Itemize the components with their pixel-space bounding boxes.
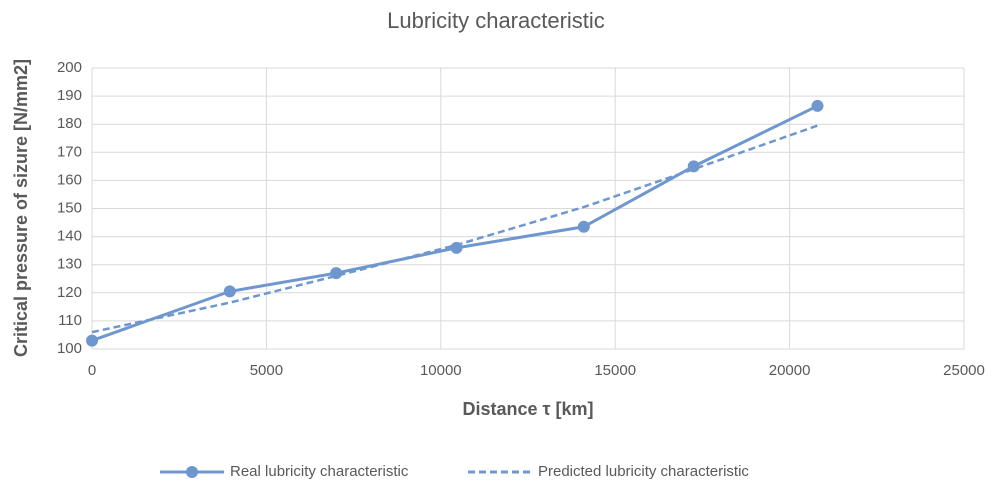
x-tick-label: 0: [88, 362, 96, 379]
y-tick-label: 190: [57, 87, 82, 104]
legend-label: Predicted lubricity characteristic: [538, 463, 749, 480]
y-tick-label: 150: [57, 199, 82, 216]
x-tick-label: 10000: [420, 362, 462, 379]
point: [577, 220, 590, 233]
y-tick-label: 100: [57, 340, 82, 357]
point: [86, 334, 98, 347]
y-tick-label: 110: [58, 312, 82, 329]
x-tick-label: 25000: [943, 362, 985, 379]
y-tick-label: 120: [57, 284, 82, 301]
point: [223, 285, 236, 298]
x-tick-label: 5000: [250, 362, 283, 379]
y-tick-label: 200: [57, 59, 82, 76]
series-line: [91, 104, 819, 342]
y-axis-label: Critical pressure of sizure [N/mm2]: [11, 59, 31, 357]
chart-title: Lubricity characteristic: [387, 8, 605, 33]
y-tick-label: 140: [57, 228, 82, 245]
y-tick-label: 180: [57, 115, 82, 132]
x-tick-label: 15000: [594, 362, 636, 379]
point: [811, 99, 824, 112]
legend-marker: [186, 466, 198, 478]
y-tick-label: 160: [57, 171, 82, 188]
series-line: [91, 124, 818, 334]
x-axis-label: Distance τ [km]: [462, 399, 593, 419]
legend-label: Real lubricity characteristic: [230, 463, 409, 480]
x-tick-label: 20000: [769, 362, 811, 379]
y-tick-label: 130: [57, 256, 82, 273]
y-tick-label: 170: [57, 143, 82, 160]
